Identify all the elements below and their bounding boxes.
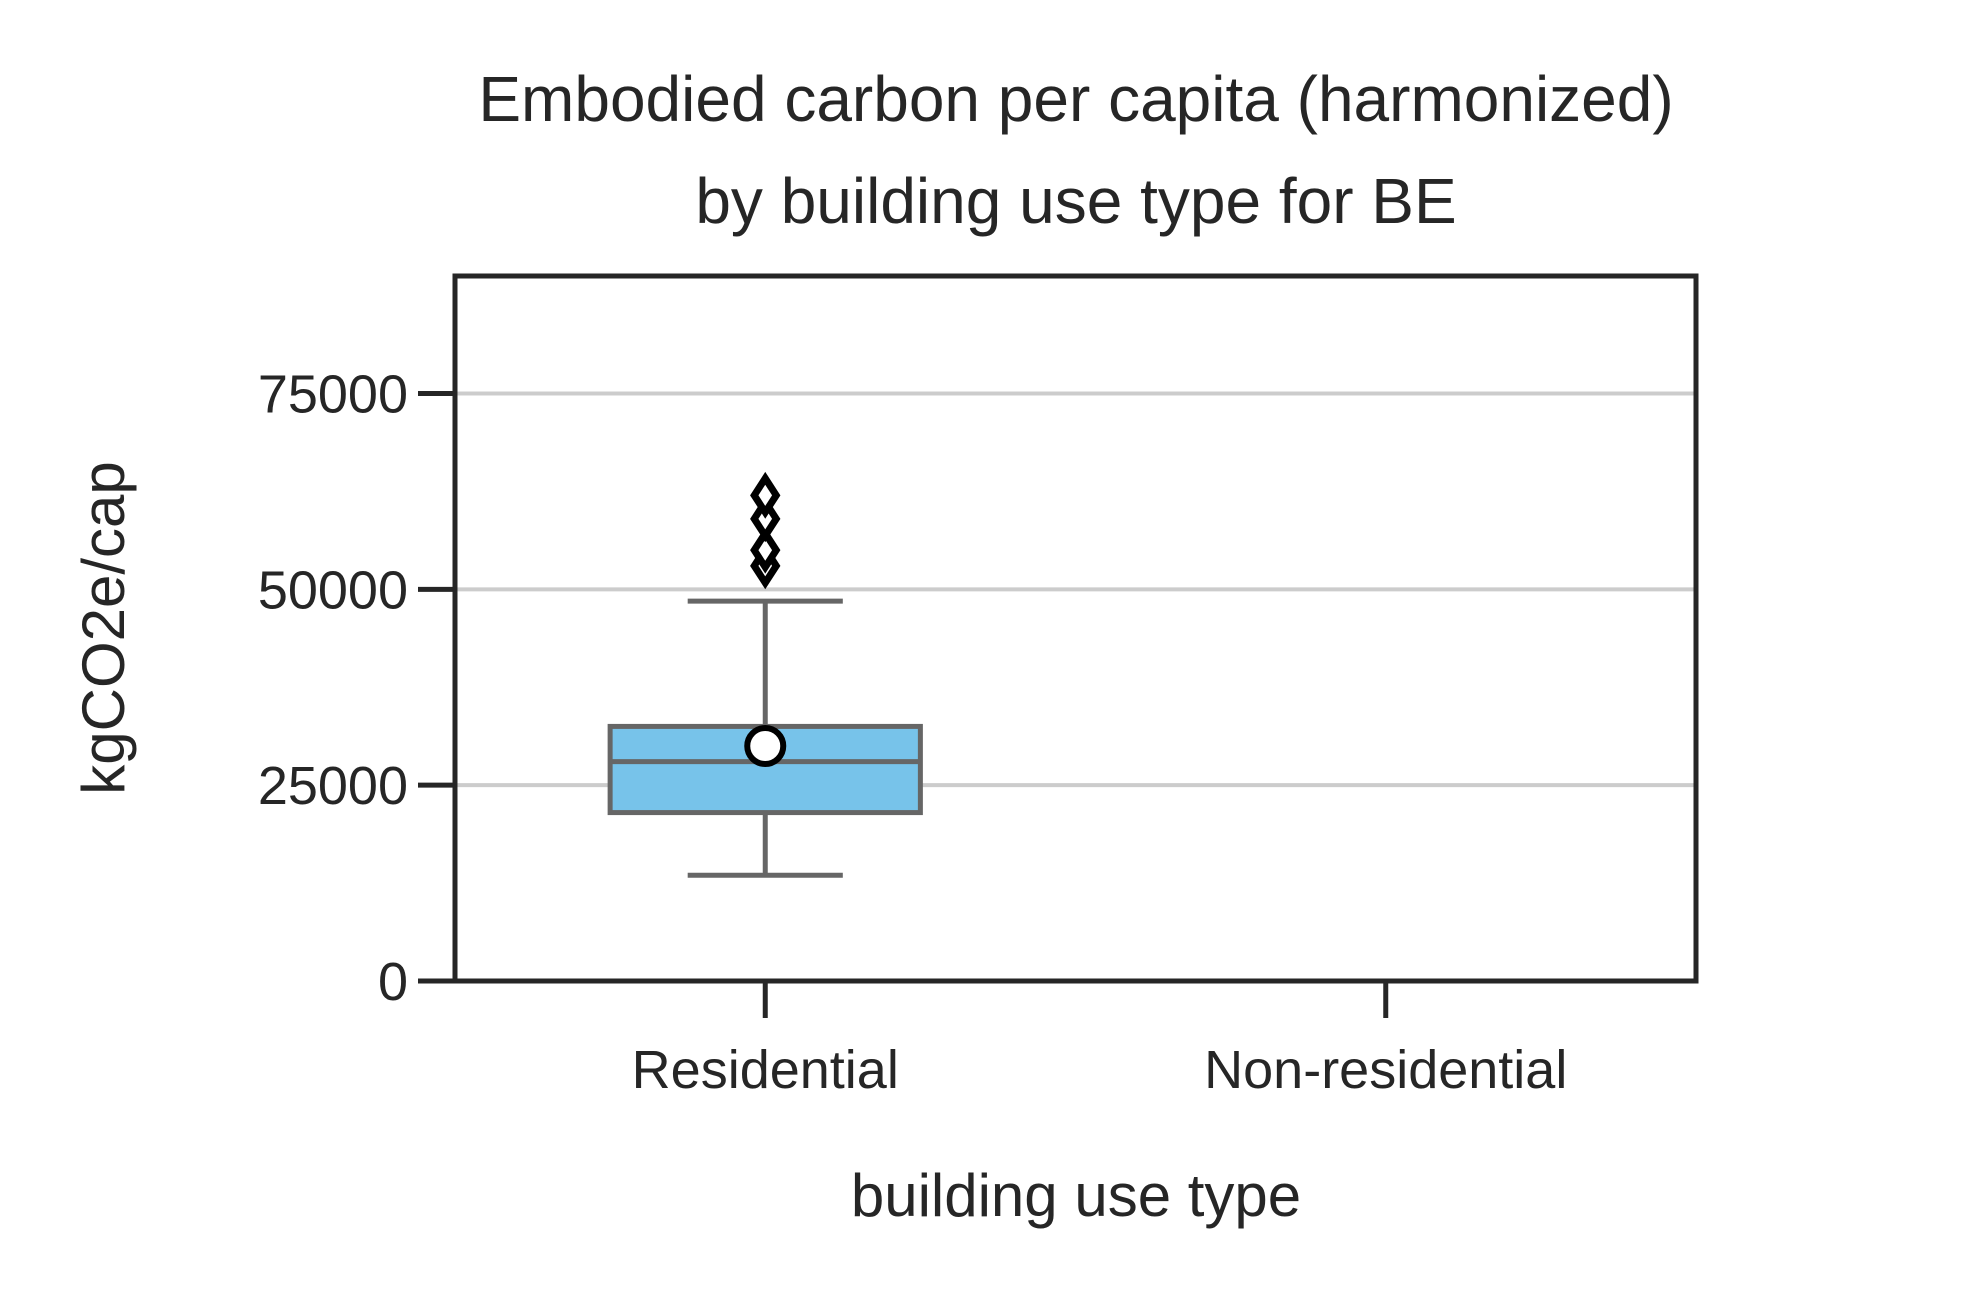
y-axis-ticks: 0 25000 50000 75000 — [258, 365, 455, 1012]
chart-title-line-2: by building use type for BE — [695, 165, 1456, 237]
box-layer — [607, 471, 923, 878]
chart-title-line-1: Embodied carbon per capita (harmonized) — [478, 63, 1673, 135]
y-tick-label-50000: 50000 — [258, 560, 408, 620]
x-axis-ticks: Residential Non-residential — [632, 981, 1567, 1100]
plot-frame — [452, 273, 1699, 984]
y-tick-label-25000: 25000 — [258, 756, 408, 816]
outlier-marker-residential-3 — [750, 495, 781, 543]
mean-marker-residential — [744, 725, 787, 767]
outlier-marker-residential-2 — [750, 526, 781, 574]
x-axis-label: building use type — [851, 1162, 1301, 1229]
outlier-marker-residential-4 — [750, 471, 781, 519]
x-tick-label-non-residential: Non-residential — [1204, 1040, 1567, 1100]
y-axis-label: kgCO2e/cap — [70, 461, 137, 795]
y-tick-label-0: 0 — [378, 952, 408, 1012]
x-tick-label-residential: Residential — [632, 1040, 899, 1100]
y-tick-label-75000: 75000 — [258, 365, 408, 425]
